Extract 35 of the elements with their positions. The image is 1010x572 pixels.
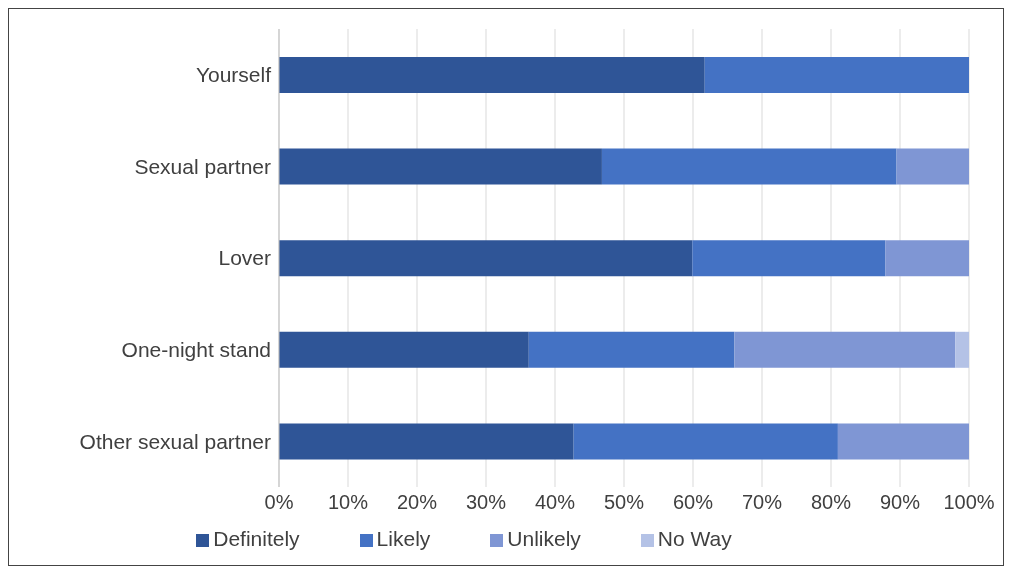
- bar: [279, 240, 693, 277]
- y-tick-label: Lover: [218, 246, 272, 270]
- bar: [837, 423, 969, 460]
- x-tick-label: 100%: [943, 491, 995, 514]
- x-tick-label: 30%: [465, 491, 507, 514]
- x-tick-label: 80%: [810, 491, 852, 514]
- x-tick-label: 0%: [264, 491, 294, 514]
- x-tick-label: 20%: [396, 491, 438, 514]
- x-tick-label: 70%: [741, 491, 783, 514]
- bar: [279, 331, 529, 368]
- bar: [734, 331, 956, 368]
- y-tick-label: Yourself: [195, 63, 272, 87]
- x-tick-label: 90%: [879, 491, 921, 514]
- legend-label: Unlikely: [507, 527, 581, 550]
- x-tick-label: 40%: [534, 491, 576, 514]
- bar: [704, 57, 969, 93]
- y-tick-label: Other sexual partner: [79, 429, 271, 453]
- bar: [279, 423, 574, 460]
- x-tick-label: 10%: [327, 491, 369, 514]
- legend-label: Likely: [376, 527, 431, 550]
- y-tick-label: Sexual partner: [134, 154, 271, 178]
- bar: [692, 240, 886, 277]
- legend-label: Definitely: [213, 527, 300, 550]
- bar: [573, 423, 838, 460]
- bar: [955, 331, 969, 368]
- y-tick-label: One-night stand: [121, 338, 271, 362]
- legend-label: No Way: [657, 527, 732, 550]
- x-tick-label: 50%: [603, 491, 645, 514]
- bar: [601, 148, 897, 185]
- bar: [279, 148, 602, 185]
- bar: [279, 57, 705, 93]
- x-tick-label: 60%: [672, 491, 714, 514]
- bar: [896, 148, 969, 185]
- bar: [528, 331, 735, 368]
- bar: [885, 240, 969, 277]
